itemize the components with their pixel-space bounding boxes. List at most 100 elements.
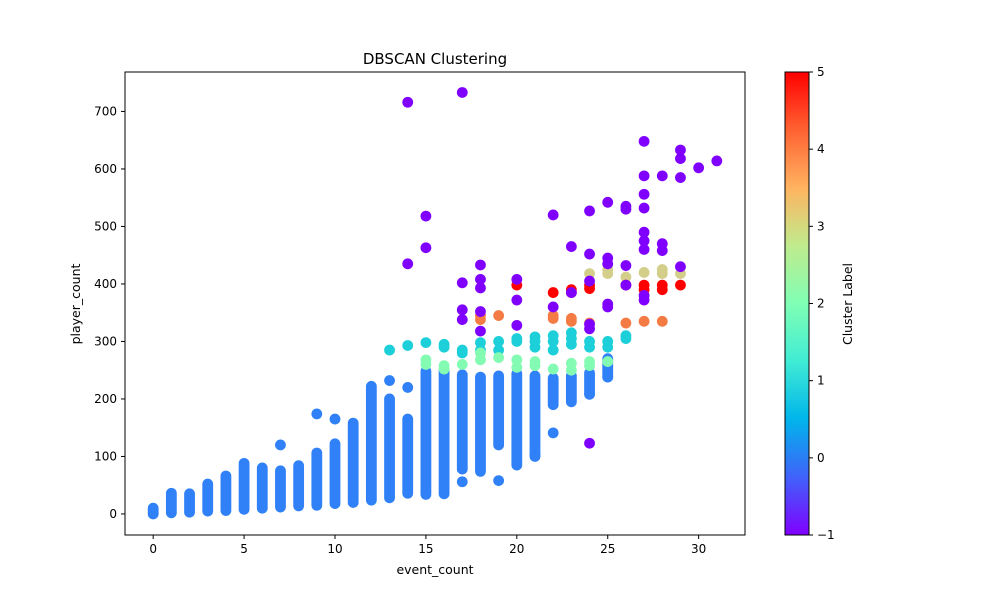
plot-frame [124,71,746,536]
data-point [620,260,632,271]
points-layer [147,87,723,520]
data-point [602,258,614,270]
colorbar-tick-label: 3 [817,219,825,233]
data-point [475,325,486,337]
data-point [384,375,395,386]
y-axis: 0 100 200 300 400 500 600 700 [94,104,125,521]
data-point [638,188,650,200]
data-point [493,344,505,356]
data-point [438,341,450,353]
data-point [547,336,559,347]
data-point [547,363,559,375]
y-tick-label: 600 [94,162,117,176]
data-point [493,336,505,347]
y-tick-label: 200 [94,392,117,406]
data-point [584,205,595,217]
data-point [584,388,595,400]
data-point [565,315,577,327]
data-point [511,354,523,366]
data-point [511,273,523,285]
data-point [511,361,523,373]
data-point [638,135,650,147]
data-point [656,315,668,327]
x-axis-label: event_count [396,562,473,577]
data-point [402,258,414,270]
data-point [547,301,559,313]
data-point [602,301,614,313]
data-point [675,261,686,273]
data-point [675,172,686,183]
data-point [475,306,486,317]
data-point [456,304,468,316]
data-point [420,210,432,222]
data-point [420,337,432,349]
y-tick-label: 100 [94,449,117,463]
y-axis-label: player_count [68,263,83,344]
data-point [547,287,559,298]
data-point [602,196,614,208]
y-tick-label: 0 [109,507,117,521]
data-point [693,162,705,174]
data-point [511,336,523,347]
data-point [584,248,595,260]
data-point [656,245,668,256]
data-point [475,273,486,285]
data-point [456,359,468,370]
chart-title: DBSCAN Clustering [363,50,507,68]
data-point [475,259,486,271]
data-point [547,313,559,324]
data-point [620,317,632,329]
data-point [456,314,468,326]
data-point [547,427,559,439]
data-point [402,340,414,351]
colorbar: −1 0 1 2 3 4 5 Cluster Label [784,65,855,542]
data-point [584,341,595,353]
data-point [329,413,341,425]
data-point [529,360,541,372]
y-tick-label: 500 [94,219,117,233]
data-point [475,354,486,366]
colorbar-tick-label: −1 [817,528,835,542]
data-point [402,96,414,108]
data-point [402,382,414,393]
data-point [675,153,686,164]
data-point [638,226,650,238]
data-point [475,337,486,349]
y-tick-label: 700 [94,104,117,118]
colorbar-tick-label: 5 [817,65,825,79]
data-point [420,359,432,370]
data-point [638,315,650,327]
data-point [529,341,541,353]
data-point [638,267,650,278]
data-point [584,283,595,294]
data-point [547,344,559,356]
data-point [656,268,668,279]
x-axis: 0 5 10 15 20 25 30 [149,535,706,556]
data-point [456,87,468,98]
data-point [275,439,286,451]
data-point [384,344,395,356]
colorbar-gradient [784,71,810,536]
x-tick-label: 0 [149,542,157,556]
data-point [602,268,614,279]
x-tick-label: 20 [509,542,524,556]
data-point [456,476,468,488]
data-point [602,341,614,353]
data-point [511,319,523,331]
data-point [638,294,650,306]
colorbar-label: Cluster Label [840,263,855,345]
data-point [620,203,632,215]
data-point [638,202,650,214]
data-point [584,323,595,335]
data-point [511,294,523,306]
data-point [602,371,614,383]
data-point [438,363,450,375]
data-point [565,338,577,350]
data-point [638,244,650,255]
x-tick-label: 30 [691,542,706,556]
data-point [620,279,632,291]
data-point [456,347,468,359]
data-point [584,360,595,372]
colorbar-tick-label: 1 [817,374,825,388]
